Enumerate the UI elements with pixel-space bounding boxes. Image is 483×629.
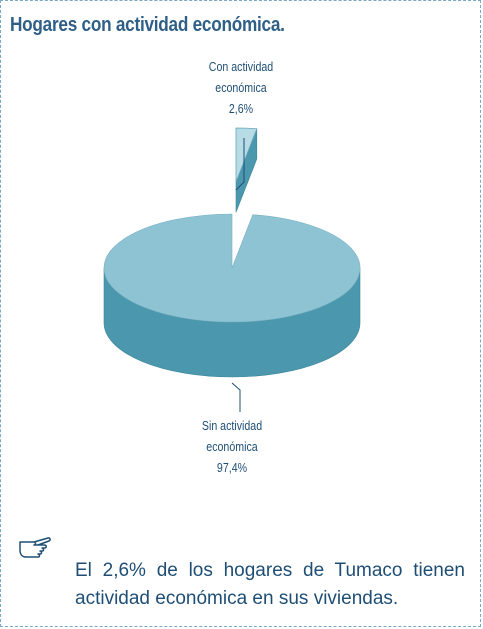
- leader-line-sin-actividad: [231, 382, 241, 412]
- chart-title: Hogares con actividad económica.: [10, 14, 285, 36]
- leader-line-con-actividad: [235, 138, 245, 191]
- slice-label-line: Sin actividad: [201, 419, 263, 433]
- slice-label-line: Con actividad: [208, 60, 274, 74]
- pie-slice-sin-actividad: [103, 213, 361, 323]
- slice-label-sin-actividad: Sin actividad económica 97,4%: [181, 416, 283, 479]
- summary-note: El 2,6% de los hogares de Tumaco tienen …: [75, 560, 465, 609]
- slice-label-line: económica: [206, 440, 258, 454]
- slice-value-label: 97,4%: [216, 461, 248, 475]
- pie-slice-con-actividad: [235, 127, 258, 183]
- slice-label-line: económica: [215, 81, 267, 95]
- slice-label-con-actividad: Con actividad económica 2,6%: [190, 57, 292, 120]
- slice-value-label: 2,6%: [228, 102, 254, 116]
- pointing-hand-icon: [19, 537, 51, 558]
